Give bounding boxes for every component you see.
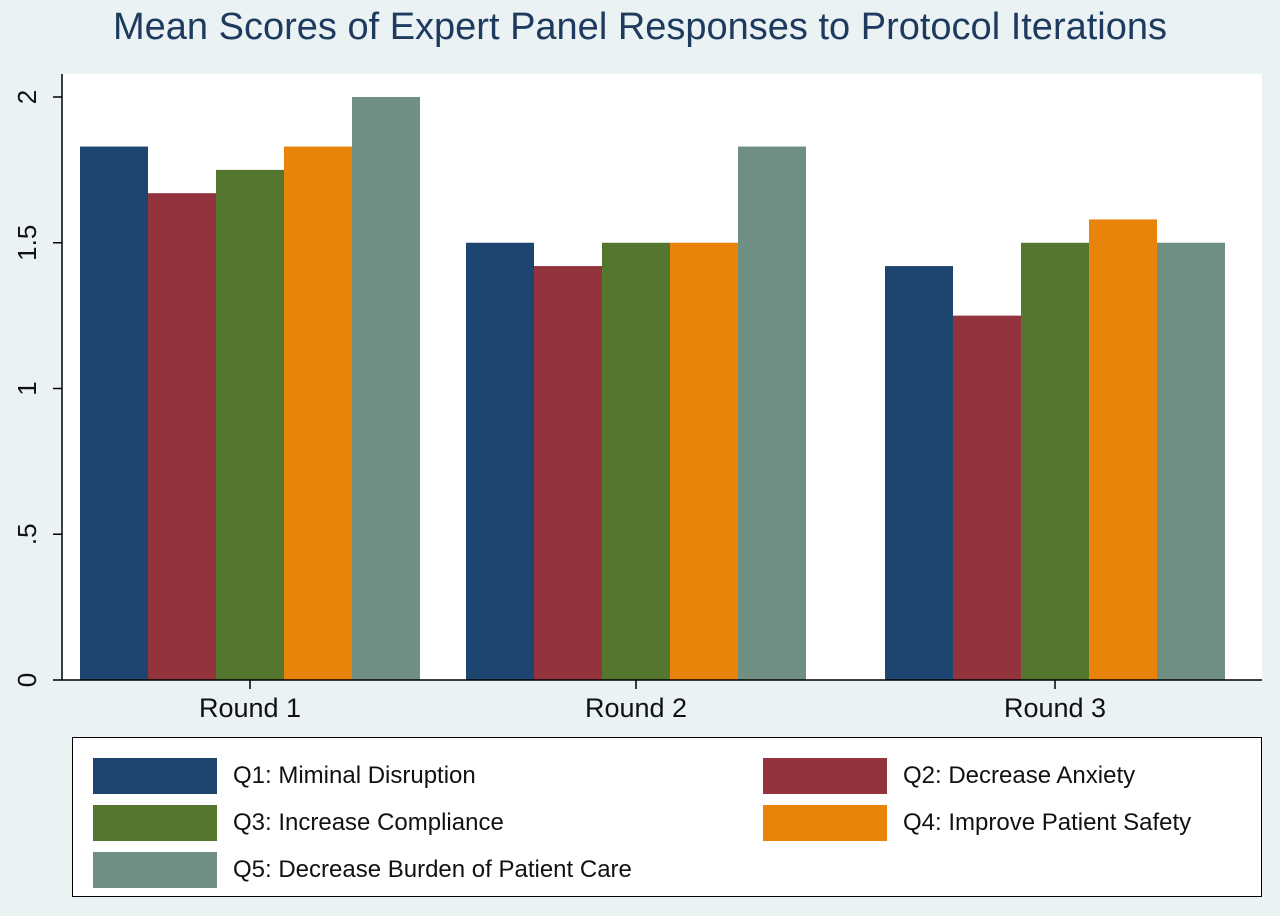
bar-3-2 — [602, 242, 670, 680]
bar-chart: 0 .5 1 1.5 2 Round 1 Round 2 Round 3 — [12, 74, 1262, 723]
bar-5-3 — [1157, 242, 1225, 680]
bar-4-1 — [284, 146, 352, 680]
x-tick-label: Round 1 — [199, 693, 301, 723]
legend-label: Q5: Decrease Burden of Patient Care — [233, 856, 632, 883]
legend-label: Q2: Decrease Anxiety — [903, 762, 1136, 789]
y-tick-label: 0 — [12, 673, 42, 687]
y-tick-label: 1 — [12, 381, 42, 395]
legend: Q1: Miminal Disruption Q2: Decrease Anxie… — [72, 737, 1262, 897]
bar-2-3 — [953, 315, 1021, 680]
bar-2-1 — [148, 193, 216, 680]
chart-title: Mean Scores of Expert Panel Responses to… — [113, 6, 1167, 48]
bar-5-2 — [738, 146, 806, 680]
legend-swatch — [93, 758, 217, 794]
legend-item: Q4: Improve Patient Safety — [763, 805, 1191, 841]
bar-2-2 — [534, 266, 602, 680]
bar-5-1 — [352, 97, 420, 680]
bar-1-3 — [885, 266, 953, 680]
bar-3-1 — [216, 169, 284, 680]
bar-4-2 — [670, 242, 738, 680]
legend-item: Q5: Decrease Burden of Patient Care — [93, 852, 632, 888]
bars-group — [80, 97, 1225, 680]
y-axis: 0 .5 1 1.5 2 — [12, 74, 63, 687]
legend-item: Q1: Miminal Disruption — [93, 758, 476, 794]
legend-item: Q2: Decrease Anxiety — [763, 758, 1135, 794]
y-tick-label: .5 — [12, 523, 42, 545]
bar-3-3 — [1021, 242, 1089, 680]
legend-swatch — [93, 805, 217, 841]
x-tick-label: Round 2 — [585, 693, 687, 723]
y-tick-label: 2 — [12, 90, 42, 104]
bar-1-1 — [80, 146, 148, 680]
legend-label: Q1: Miminal Disruption — [233, 762, 476, 789]
legend-label: Q3: Increase Compliance — [233, 809, 504, 836]
legend-swatch — [93, 852, 217, 888]
legend-item: Q3: Increase Compliance — [93, 805, 504, 841]
bar-4-3 — [1089, 219, 1157, 680]
y-tick-label: 1.5 — [12, 225, 42, 261]
legend-swatch — [763, 758, 887, 794]
legend-swatch — [763, 805, 887, 841]
x-tick-label: Round 3 — [1004, 693, 1106, 723]
bar-1-2 — [466, 242, 534, 680]
x-axis: Round 1 Round 2 Round 3 — [62, 679, 1262, 723]
legend-label: Q4: Improve Patient Safety — [903, 809, 1192, 836]
